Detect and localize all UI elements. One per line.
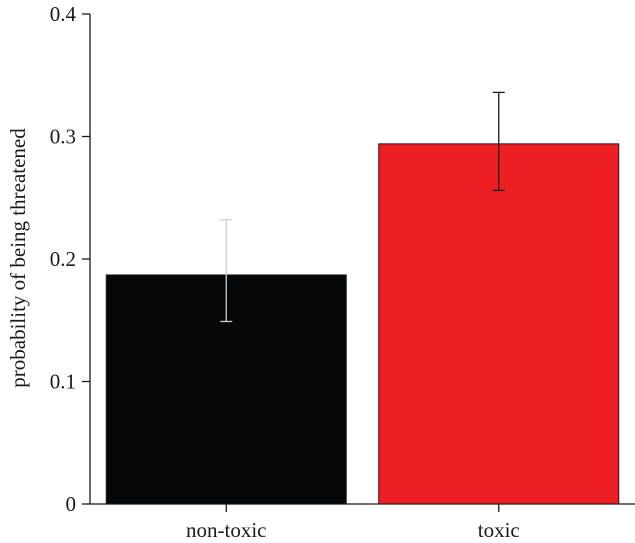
error-bars-group [220, 91, 505, 323]
bars-group [105, 143, 620, 505]
category-label-toxic: toxic [478, 518, 520, 542]
category-label-non-toxic: non-toxic [186, 518, 266, 542]
y-tick-label: 0.3 [50, 125, 76, 149]
y-tick-label: 0.2 [50, 247, 76, 271]
y-tick-label: 0.4 [50, 2, 77, 26]
y-axis-ticks: 0 0.1 0.2 0.3 0.4 [50, 2, 90, 516]
y-tick-label: 0 [66, 492, 77, 516]
y-tick-label: 0.1 [50, 370, 76, 394]
y-axis-title: probability of being threatened [6, 128, 30, 388]
bar-toxic [378, 143, 620, 505]
category-labels: non-toxic toxic [186, 504, 520, 542]
